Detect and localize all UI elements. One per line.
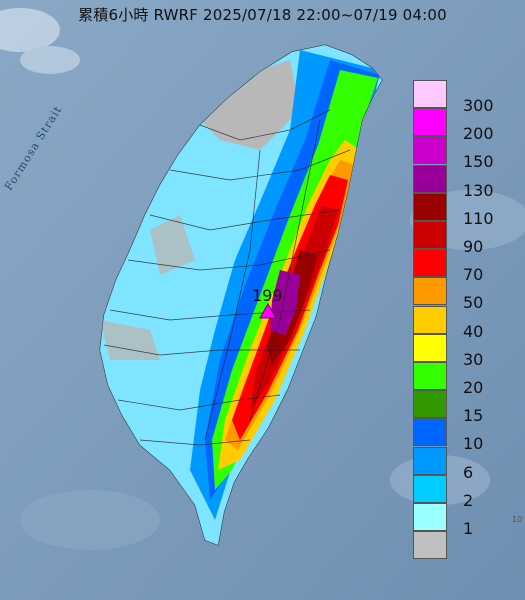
legend-swatch bbox=[413, 136, 447, 165]
legend-label: 2 bbox=[463, 490, 474, 510]
legend-swatch bbox=[413, 108, 447, 137]
peak-marker-icon bbox=[259, 302, 277, 319]
legend-label: 40 bbox=[463, 321, 484, 341]
legend-label: 1 bbox=[463, 519, 474, 538]
legend-label: 130 bbox=[463, 180, 494, 200]
legend-swatch bbox=[413, 531, 447, 560]
legend-swatch bbox=[413, 418, 447, 447]
legend-swatch bbox=[413, 164, 447, 193]
legend-swatch bbox=[413, 192, 447, 221]
boundaries bbox=[103, 109, 351, 446]
legend-swatch bbox=[413, 221, 447, 249]
corner-text: 10 bbox=[512, 515, 523, 524]
legend-swatch bbox=[413, 277, 447, 306]
legend-label: 6 bbox=[463, 462, 474, 482]
legend-swatch bbox=[413, 474, 447, 503]
map-title: 累積6小時 RWRF 2025/07/18 22:00~07/19 04:00 bbox=[78, 6, 447, 24]
legend-swatch bbox=[413, 80, 447, 108]
legend-label: 10 bbox=[463, 434, 484, 454]
peak-value: 199 bbox=[252, 286, 283, 305]
legend-label: 110 bbox=[463, 208, 494, 228]
legend-label: 50 bbox=[463, 293, 484, 313]
legend-label: 300 bbox=[463, 96, 494, 115]
legend-label: 20 bbox=[463, 378, 484, 397]
legend-label: 200 bbox=[463, 124, 494, 144]
legend-label: 90 bbox=[463, 237, 484, 256]
legend-swatch bbox=[413, 362, 447, 390]
legend-swatch bbox=[413, 249, 447, 278]
legend-swatch bbox=[413, 390, 447, 419]
legend-swatch bbox=[413, 446, 447, 475]
legend-swatch bbox=[413, 503, 447, 531]
legend-label: 150 bbox=[463, 152, 494, 172]
legend-swatch bbox=[413, 305, 447, 334]
legend-label: 70 bbox=[463, 265, 484, 285]
legend-swatch bbox=[413, 333, 447, 362]
legend-label: 15 bbox=[463, 406, 484, 426]
legend-label: 30 bbox=[463, 349, 484, 369]
